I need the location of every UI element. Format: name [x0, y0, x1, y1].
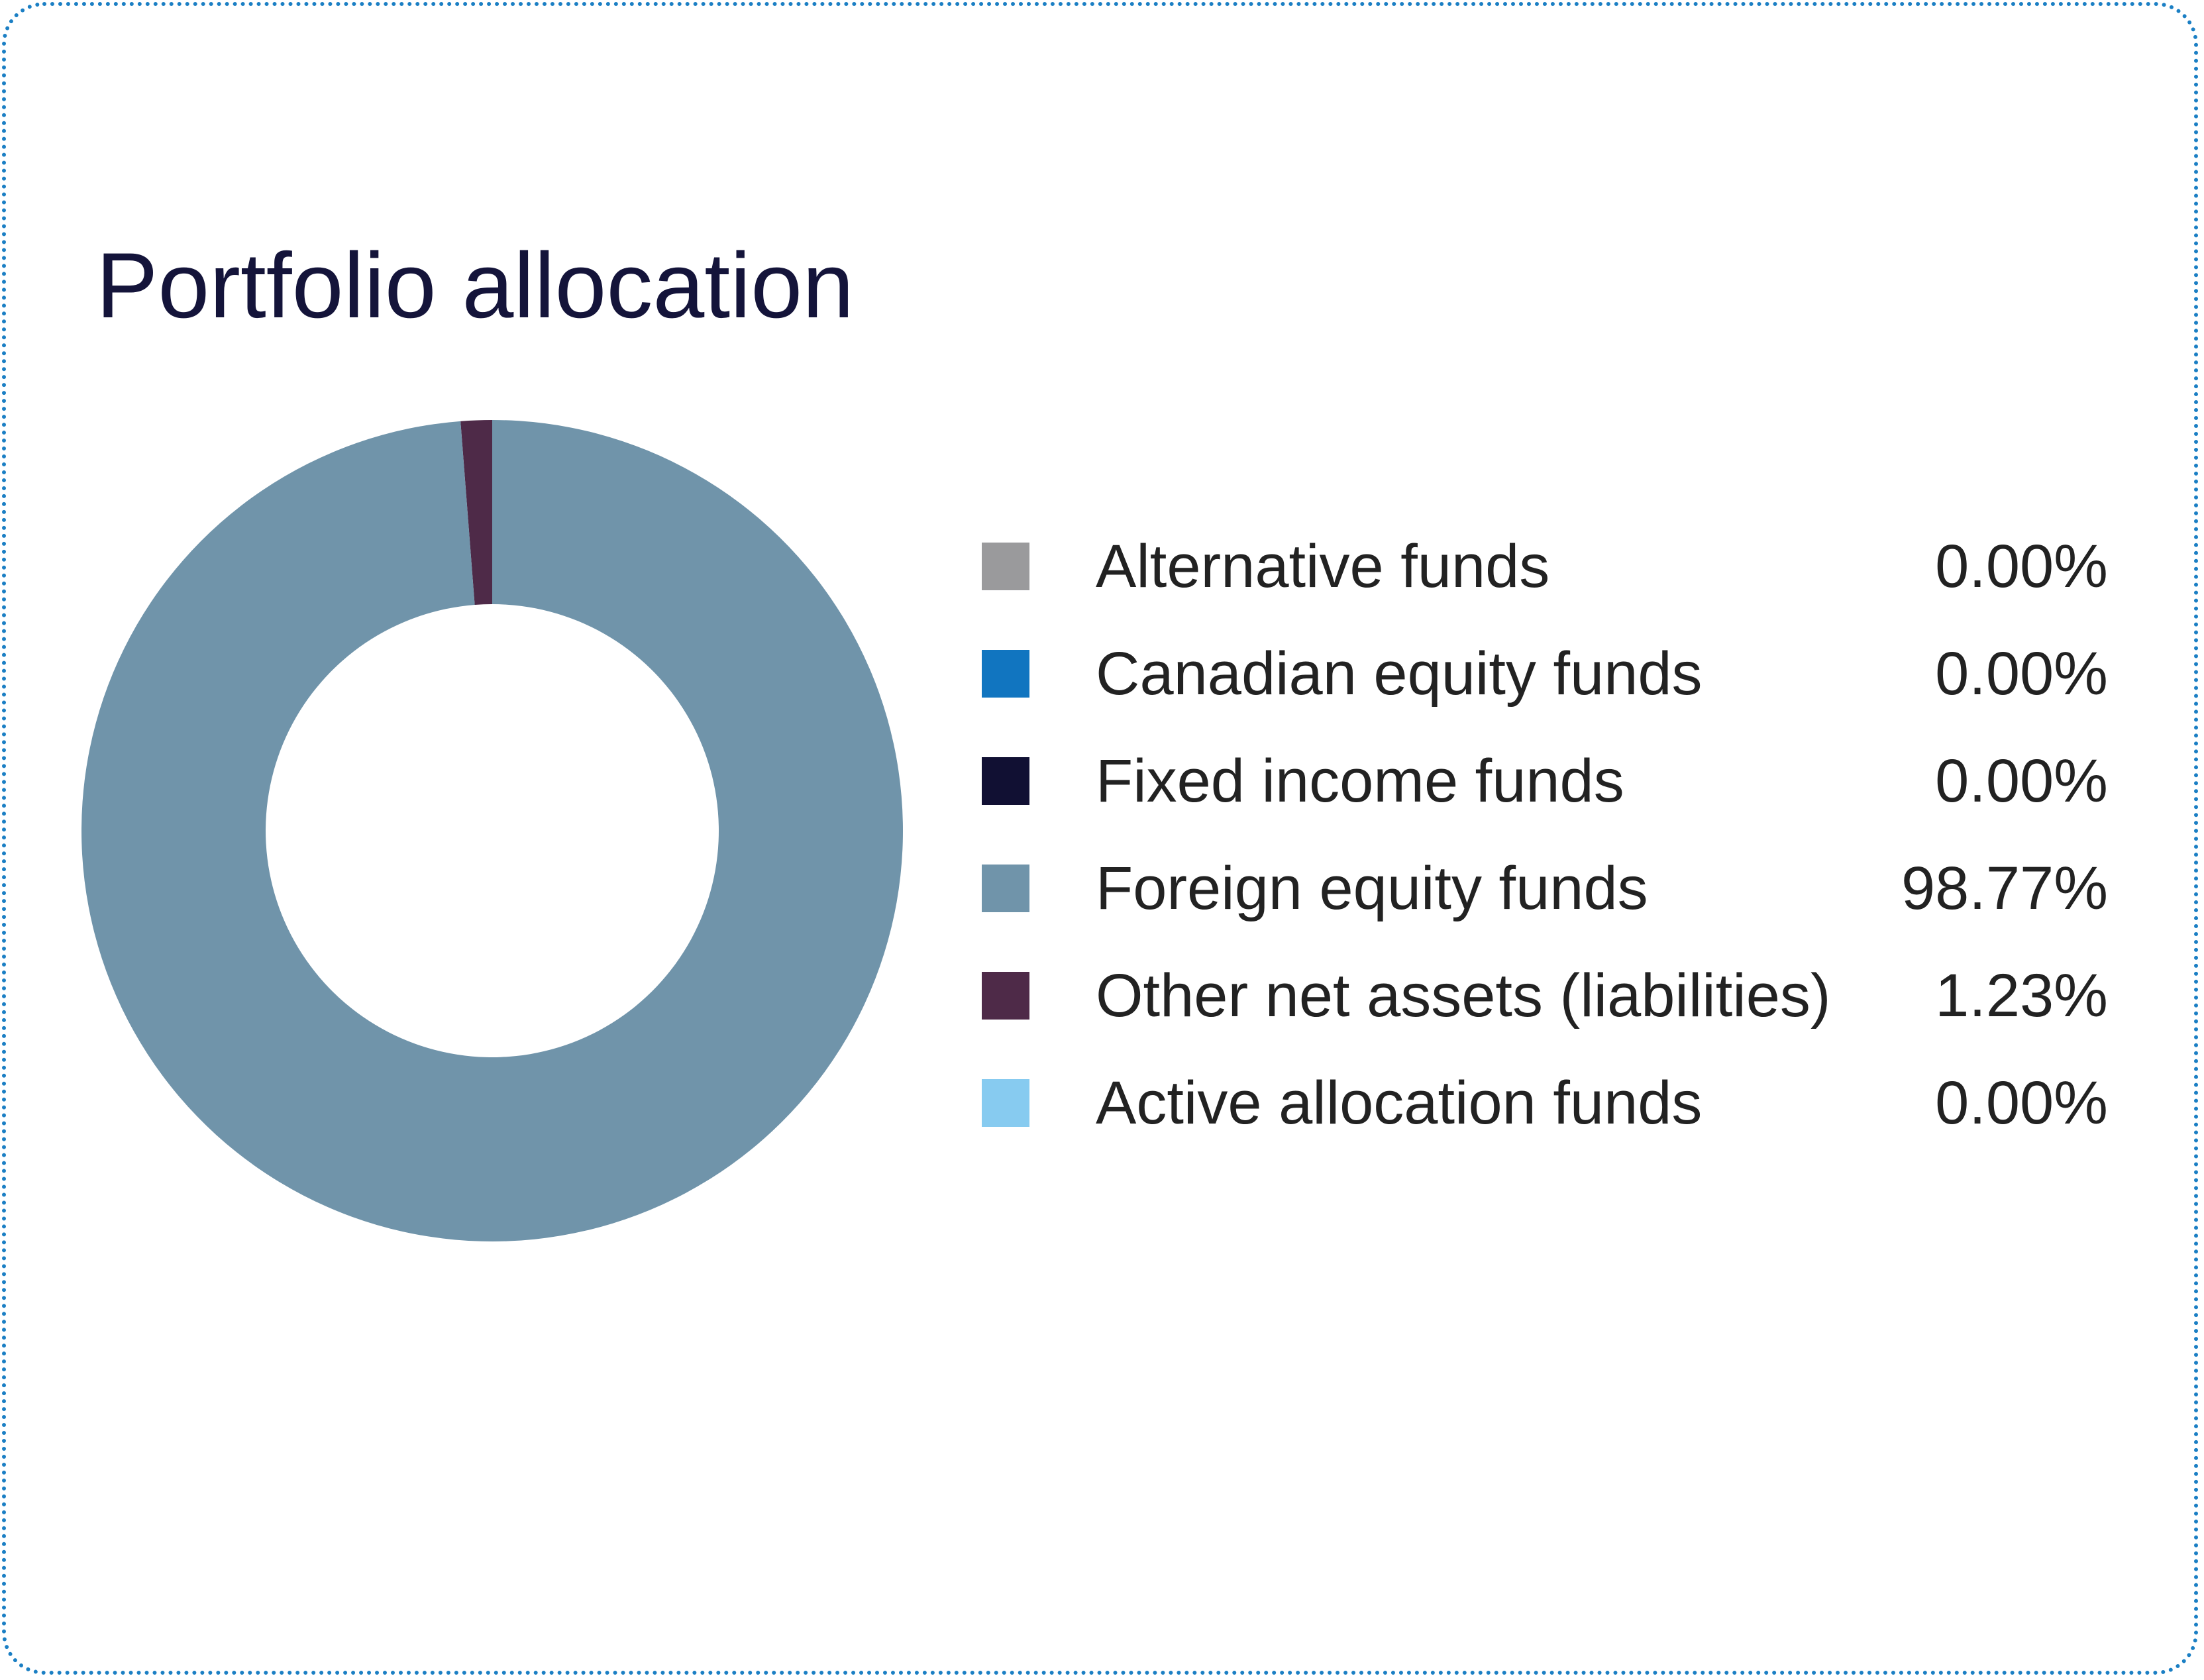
donut-slice-other-net-assets-liabilities [460, 420, 492, 605]
legend-item-fixed-income-funds: Fixed income funds 0.00% [982, 728, 2108, 835]
chart-title: Portfolio allocation [96, 233, 854, 337]
legend-label: Foreign equity funds [1096, 855, 1648, 922]
legend-value: 98.77% [1901, 855, 2108, 922]
donut-slice-foreign-equity-funds [81, 420, 904, 1241]
legend-item-foreign-equity-funds: Foreign equity funds 98.77% [982, 835, 2108, 943]
legend-item-alternative-funds: Alternative funds 0.00% [982, 513, 2108, 621]
legend-label: Active allocation funds [1096, 1069, 1703, 1137]
legend-label: Alternative funds [1096, 533, 1550, 600]
legend-swatch [982, 757, 1029, 805]
legend-swatch [982, 543, 1029, 590]
legend-value: 1.23% [1935, 962, 2108, 1029]
chart-legend: Alternative funds 0.00% Canadian equity fu… [982, 513, 2108, 1157]
legend-label: Other net assets (liabilities) [1096, 962, 1831, 1029]
legend-swatch [982, 1079, 1029, 1127]
legend-swatch [982, 650, 1029, 698]
legend-label: Fixed income funds [1096, 747, 1624, 815]
legend-swatch [982, 865, 1029, 912]
legend-item-canadian-equity-funds: Canadian equity funds 0.00% [982, 621, 2108, 728]
legend-value: 0.00% [1935, 533, 2108, 600]
legend-label: Canadian equity funds [1096, 640, 1703, 708]
legend-item-other-net-assets-liabilities: Other net assets (liabilities) 1.23% [982, 943, 2108, 1050]
legend-item-active-allocation-funds: Active allocation funds 0.00% [982, 1050, 2108, 1157]
legend-value: 0.00% [1935, 1069, 2108, 1137]
legend-value: 0.00% [1935, 747, 2108, 815]
legend-swatch [982, 972, 1029, 1020]
legend-value: 0.00% [1935, 640, 2108, 708]
